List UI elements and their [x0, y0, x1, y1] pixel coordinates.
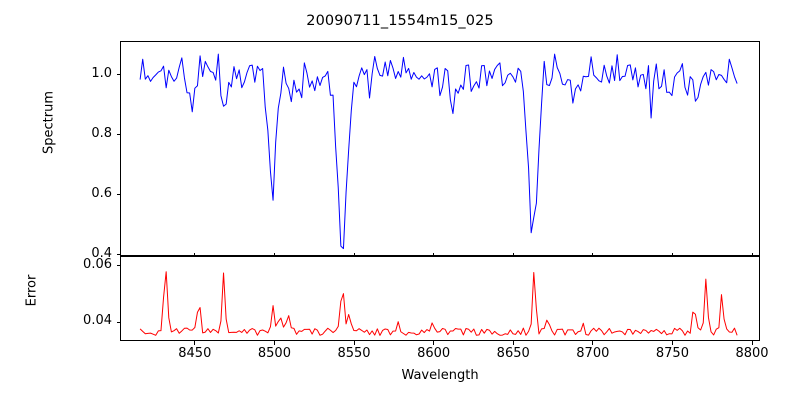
error-line-series — [139, 271, 738, 336]
spectrum-ytick-mark — [116, 134, 120, 136]
spectrum-ytick-label: 0.8 — [91, 125, 112, 141]
spectrum-xtick-mark — [751, 252, 753, 256]
spectrum-xtick-mark — [273, 252, 276, 256]
spectrum-ytick-mark — [116, 194, 120, 196]
error-ytick-mark — [116, 265, 120, 267]
x-axis-tick-mark — [512, 341, 514, 345]
error-ytick-mark — [116, 321, 120, 323]
spectrum-xtick-mark — [512, 252, 514, 256]
spectrum-xtick-mark — [592, 252, 594, 256]
error-ytick-label: 0.04 — [83, 313, 112, 329]
error-axis-label: Error — [24, 274, 40, 307]
chart-title: 20090711_1554m15_025 — [306, 13, 494, 29]
x-axis-tick-label: 8600 — [417, 346, 451, 361]
spectrum-xtick-mark — [194, 252, 196, 256]
x-axis-tick-mark — [751, 341, 753, 345]
error-plot-area — [120, 256, 760, 341]
x-axis-tick-mark — [592, 341, 594, 345]
x-axis-tick-mark — [273, 341, 276, 345]
x-axis-tick-label: 8550 — [337, 346, 371, 361]
spectrum-ytick-mark — [116, 74, 120, 76]
x-axis-tick-label: 8700 — [576, 346, 610, 361]
spectrum-xtick-mark — [671, 252, 674, 256]
x-axis-tick-mark — [194, 341, 196, 345]
x-axis-label: Wavelength — [401, 368, 479, 383]
error-ytick-label: 0.06 — [83, 256, 112, 272]
spectrum-xtick-mark — [433, 252, 435, 256]
spectrum-line-series — [139, 53, 738, 250]
x-axis-tick-mark — [671, 341, 674, 345]
x-axis-tick-label: 8500 — [257, 346, 291, 361]
spectrum-ytick-label: 1.0 — [91, 65, 112, 81]
spectrum-ytick-label: 0.4 — [91, 245, 112, 261]
spectrum-xtick-mark — [353, 252, 355, 256]
x-axis-tick-label: 8450 — [178, 346, 212, 361]
spectrum-ytick-mark — [116, 254, 120, 256]
x-axis-tick-label: 8650 — [496, 346, 530, 361]
x-axis-tick-mark — [433, 341, 435, 345]
x-axis-tick-label: 8800 — [735, 346, 769, 361]
spectrum-ytick-label: 0.6 — [91, 185, 112, 201]
spectrum-plot-area — [120, 41, 760, 256]
x-axis-tick-label: 8750 — [655, 346, 689, 361]
x-axis-tick-mark — [353, 341, 355, 345]
